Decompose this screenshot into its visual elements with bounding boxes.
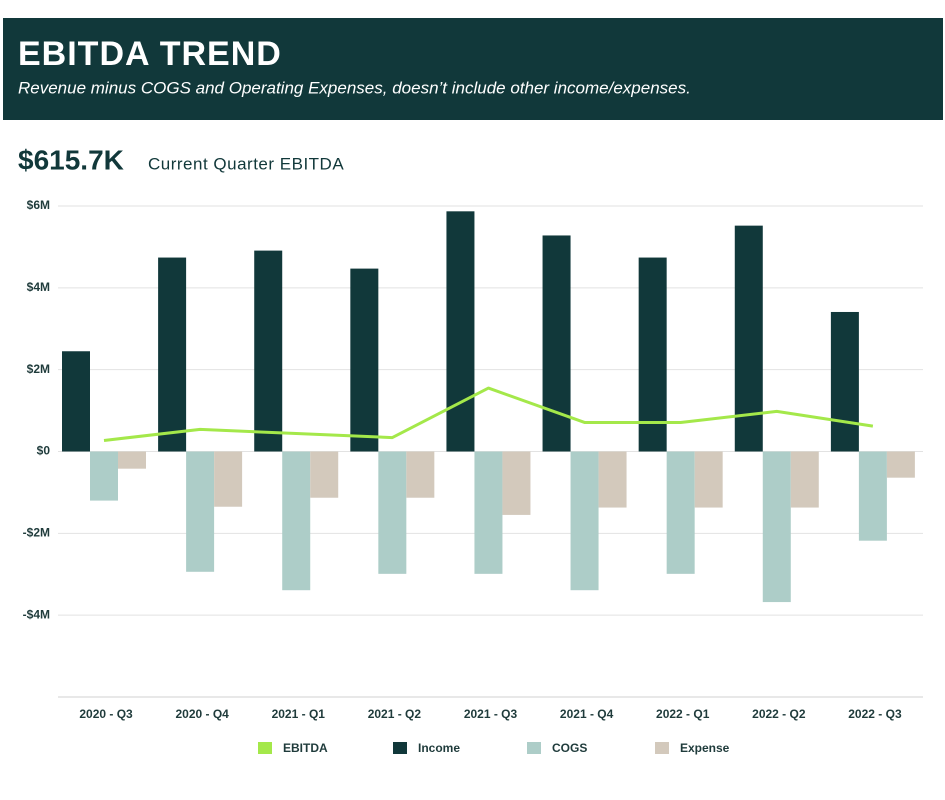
legend-swatch <box>393 742 407 754</box>
y-tick-label: $2M <box>27 362 50 376</box>
bar <box>598 451 627 508</box>
legend-label: EBITDA <box>283 741 328 755</box>
header-band <box>3 18 943 120</box>
bar <box>790 451 819 508</box>
bar <box>186 451 215 572</box>
kpi-label: Current Quarter EBITDA <box>148 154 344 173</box>
bar <box>118 451 146 469</box>
x-tick-label: 2020 - Q3 <box>79 707 133 721</box>
legend-label: Income <box>418 741 460 755</box>
bar <box>542 235 571 452</box>
bar <box>830 311 859 452</box>
y-tick-label: $0 <box>37 444 51 458</box>
subtitle: Revenue minus COGS and Operating Expense… <box>18 78 691 97</box>
bar <box>350 268 379 452</box>
legend-swatch <box>655 742 669 754</box>
bar <box>694 451 723 508</box>
legend-swatch <box>258 742 272 754</box>
y-tick-label: $4M <box>27 280 50 294</box>
kpi-value: $615.7K <box>18 144 124 175</box>
bar <box>734 225 763 452</box>
y-tick-label: $6M <box>27 198 50 212</box>
bar <box>254 250 283 452</box>
x-tick-label: 2022 - Q3 <box>848 707 902 721</box>
legend-label: Expense <box>680 741 730 755</box>
x-tick-label: 2021 - Q1 <box>272 707 326 721</box>
x-tick-label: 2020 - Q4 <box>175 707 229 721</box>
bar <box>282 451 311 591</box>
bar <box>62 351 90 452</box>
bar <box>406 451 435 498</box>
bar <box>90 451 118 501</box>
x-tick-label: 2022 - Q2 <box>752 707 806 721</box>
bar <box>378 451 407 574</box>
title: EBITDA TREND <box>18 35 282 73</box>
bar <box>886 451 915 478</box>
bar <box>762 451 791 603</box>
x-tick-label: 2022 - Q1 <box>656 707 710 721</box>
x-tick-label: 2021 - Q3 <box>464 707 518 721</box>
bar <box>446 211 475 452</box>
bar <box>638 257 667 452</box>
legend-label: COGS <box>552 741 587 755</box>
bar <box>666 451 695 574</box>
bar <box>310 451 339 498</box>
x-tick-label: 2021 - Q2 <box>368 707 422 721</box>
bar <box>858 451 887 541</box>
bar <box>474 451 503 574</box>
y-tick-label: -$2M <box>23 526 50 540</box>
bar <box>502 451 531 515</box>
line <box>103 386 874 442</box>
legend-swatch <box>527 742 541 754</box>
x-tick-label: 2021 - Q4 <box>560 707 614 721</box>
bar <box>158 257 187 452</box>
bar <box>570 451 599 591</box>
y-tick-label: -$4M <box>23 607 50 621</box>
bar <box>214 451 243 507</box>
